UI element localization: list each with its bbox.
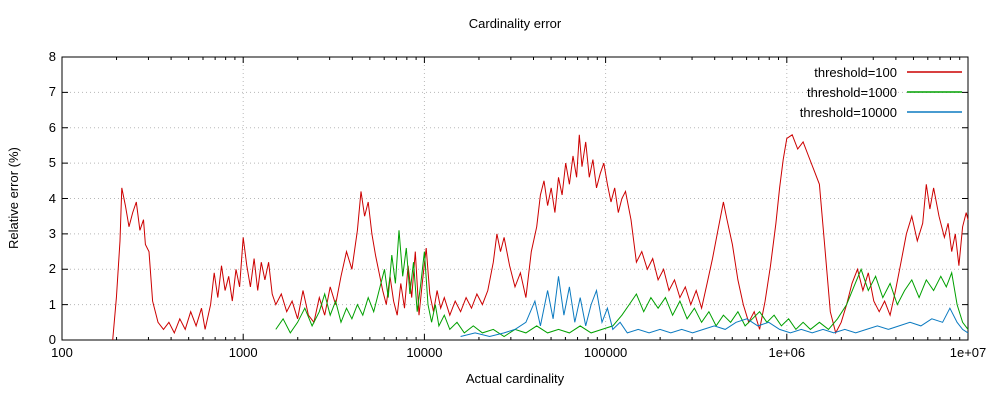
y-tick-label: 5 [48,155,56,171]
x-tick-label: 1000 [228,345,258,360]
legend-label: threshold=100 [814,64,897,80]
x-tick-label: 100000 [583,345,628,360]
legend-line-sample [907,69,962,75]
x-axis-tick-labels: 100 1000 10000 100000 1e+06 1e+07 [0,345,1000,363]
y-tick-label: 1 [48,296,56,312]
legend-label: threshold=10000 [799,104,897,120]
y-tick-label: 8 [48,49,56,64]
y-tick-label: 6 [48,119,56,135]
legend-line-sample [907,109,962,115]
chart-title: Cardinality error [468,16,562,31]
y-tick-label: 3 [48,225,56,241]
x-tick-label: 1e+07 [949,345,987,360]
legend-label: threshold=1000 [807,84,897,100]
legend-item: threshold=100 [800,62,962,82]
x-tick-label: 10000 [406,345,443,360]
x-tick-label: 1e+06 [768,345,806,360]
legend-item: threshold=1000 [800,82,962,102]
legend-line-sample [907,89,962,95]
legend: threshold=100 threshold=1000 threshold=1… [800,62,962,122]
y-tick-label: 4 [48,190,56,206]
x-tick-label: 100 [51,345,73,360]
y-axis-title: Relative error (%) [6,147,21,250]
legend-item: threshold=10000 [800,102,962,122]
x-axis-title: Actual cardinality [465,371,565,386]
y-tick-label: 0 [48,332,56,347]
y-tick-label: 7 [48,84,56,100]
y-axis-tick-labels: 0 1 2 3 4 5 6 7 8 [0,0,56,400]
y-tick-label: 2 [48,261,56,277]
